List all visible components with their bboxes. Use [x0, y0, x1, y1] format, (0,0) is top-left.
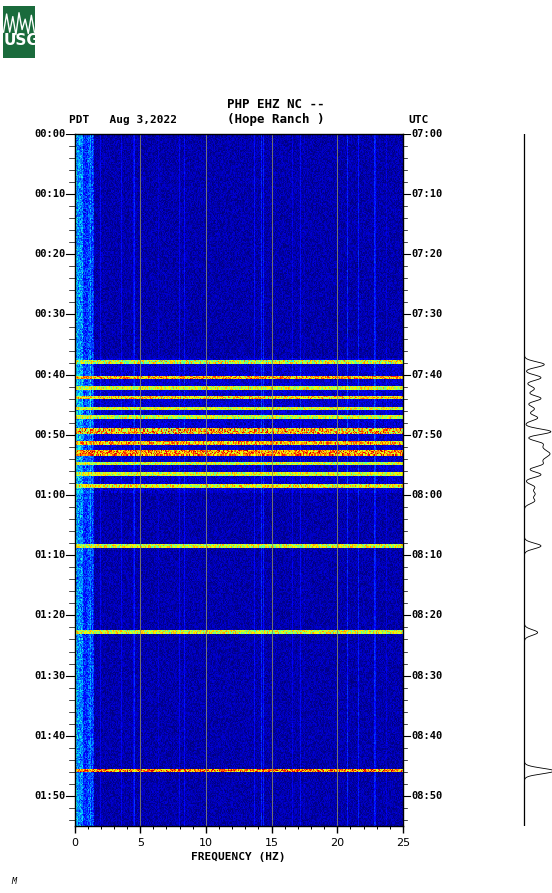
Text: 08:10: 08:10: [411, 550, 442, 560]
Text: 00:00: 00:00: [34, 129, 66, 139]
Text: 01:20: 01:20: [34, 611, 66, 621]
Text: 08:20: 08:20: [411, 611, 442, 621]
Text: 08:30: 08:30: [411, 671, 442, 680]
Text: 07:00: 07:00: [411, 129, 442, 139]
Text: 07:40: 07:40: [411, 370, 442, 380]
Text: PDT   Aug 3,2022: PDT Aug 3,2022: [69, 114, 177, 125]
Text: 07:20: 07:20: [411, 249, 442, 259]
Text: 08:50: 08:50: [411, 791, 442, 801]
Text: (Hope Ranch ): (Hope Ranch ): [227, 113, 325, 126]
Text: 01:00: 01:00: [34, 490, 66, 500]
Text: 00:10: 00:10: [34, 189, 66, 199]
Bar: [3, 6, 35, 58]
Text: 00:20: 00:20: [34, 249, 66, 259]
Text: UTC: UTC: [408, 114, 429, 125]
Text: M: M: [11, 877, 16, 886]
Text: 00:30: 00:30: [34, 310, 66, 320]
Text: PHP EHZ NC --: PHP EHZ NC --: [227, 98, 325, 111]
Text: 07:30: 07:30: [411, 310, 442, 320]
Text: 07:10: 07:10: [411, 189, 442, 199]
Text: USGS: USGS: [4, 33, 51, 47]
Text: 00:50: 00:50: [34, 430, 66, 440]
Text: 01:10: 01:10: [34, 550, 66, 560]
Text: 01:50: 01:50: [34, 791, 66, 801]
Text: 01:30: 01:30: [34, 671, 66, 680]
X-axis label: FREQUENCY (HZ): FREQUENCY (HZ): [192, 852, 286, 862]
Text: 07:50: 07:50: [411, 430, 442, 440]
Text: 00:40: 00:40: [34, 370, 66, 380]
Text: 08:00: 08:00: [411, 490, 442, 500]
Text: 08:40: 08:40: [411, 730, 442, 741]
Text: 01:40: 01:40: [34, 730, 66, 741]
